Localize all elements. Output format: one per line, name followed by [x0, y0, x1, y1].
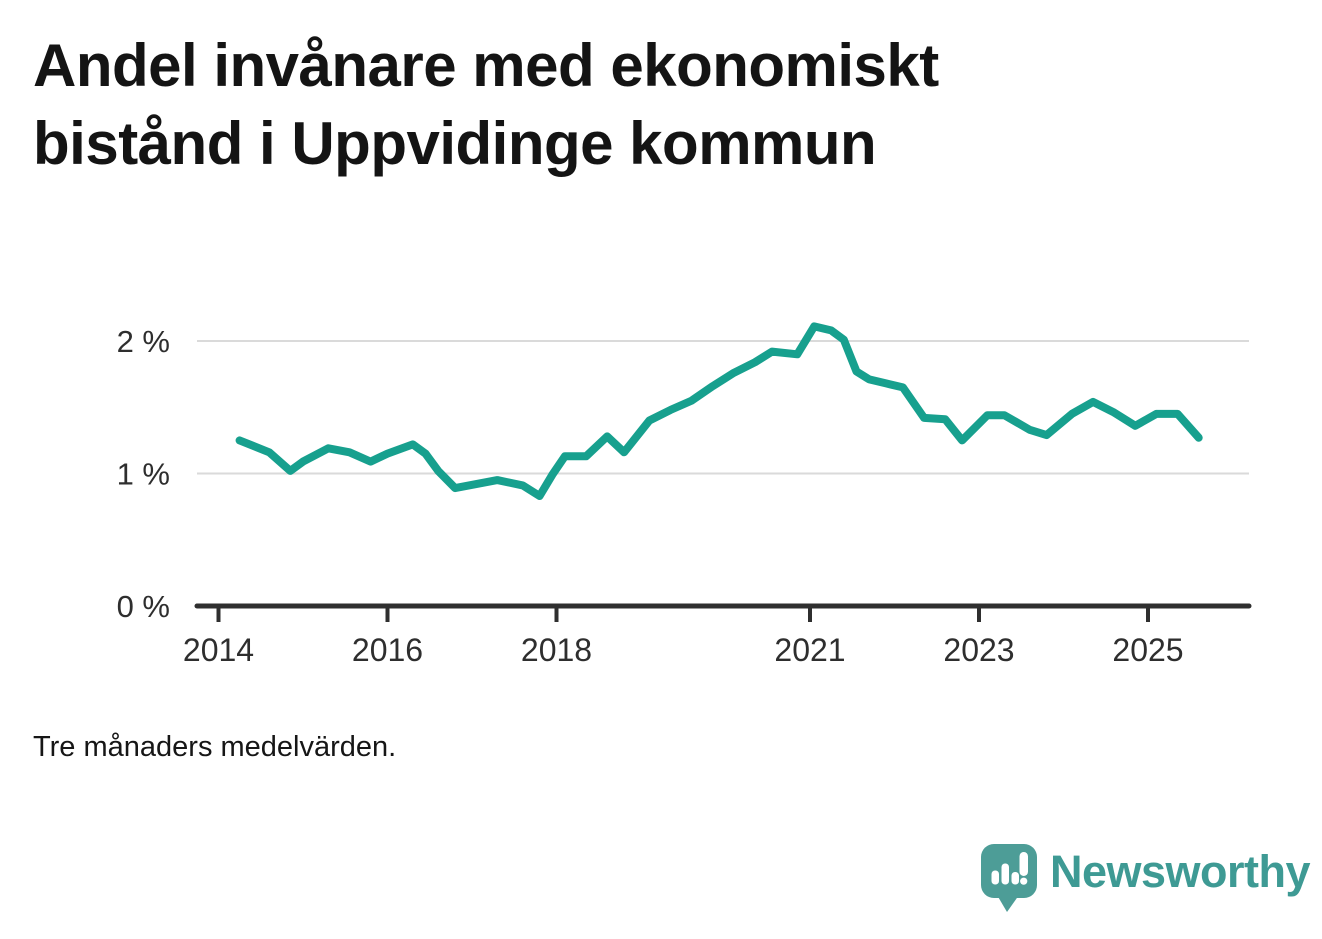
- y-tick-label-1: 1 %: [117, 457, 170, 492]
- speech-bubble-tail: [997, 895, 1019, 912]
- y-tick-label-2: 2 %: [117, 324, 170, 359]
- newsworthy-mark-icon: [981, 844, 1037, 912]
- chart-title-line2: bistånd i Uppvidinge kommun: [33, 110, 877, 177]
- logo-exclamation-bar: [1019, 852, 1028, 876]
- chart-title: Andel invånare med ekonomiskt bistånd i …: [33, 27, 1273, 183]
- x-tick-label-2021: 2021: [774, 632, 845, 668]
- brand-name: Newsworthy: [1050, 846, 1311, 897]
- x-tick-label-2025: 2025: [1112, 632, 1183, 668]
- x-tick-label-2023: 2023: [943, 632, 1014, 668]
- chart-title-line1: Andel invånare med ekonomiskt: [33, 32, 939, 99]
- x-tick-label-2014: 2014: [183, 632, 254, 668]
- logo-exclamation-dot: [1020, 877, 1028, 885]
- brand-logo[interactable]: Newsworthy: [981, 843, 1316, 915]
- logo-bar-1: [991, 870, 999, 885]
- x-tick-label-2018: 2018: [521, 632, 592, 668]
- y-tick-label-0: 0 %: [117, 589, 170, 624]
- footnote: Tre månaders medelvärden.: [33, 731, 397, 763]
- logo-bar-2: [1001, 863, 1009, 885]
- data-line-series-0: [235, 322, 1203, 500]
- x-tick-label-2016: 2016: [352, 632, 423, 668]
- logo-bar-3: [1011, 872, 1019, 885]
